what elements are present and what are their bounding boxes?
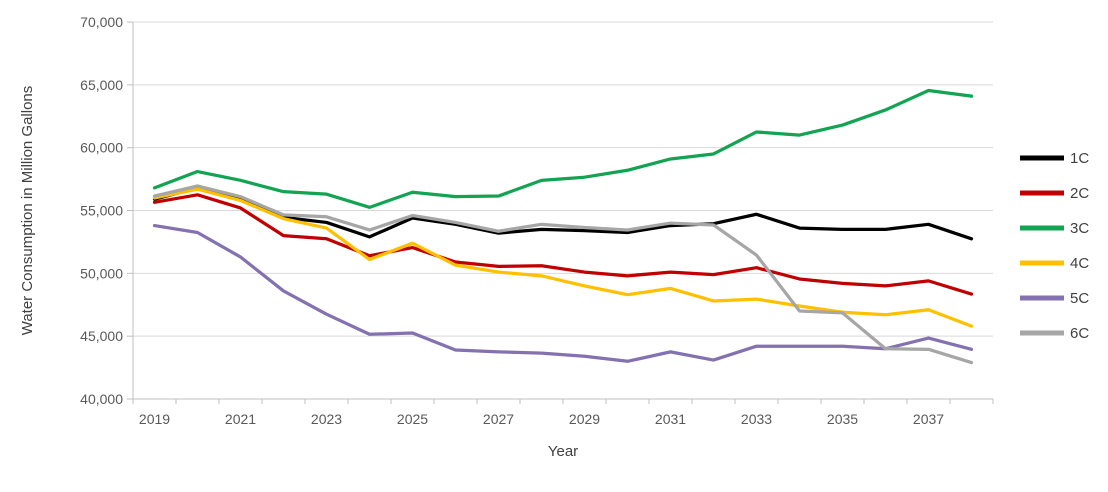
legend-label-4c: 4C xyxy=(1070,255,1089,272)
y-tick-label: 70,000 xyxy=(80,14,123,30)
x-tick-label: 2021 xyxy=(225,411,256,427)
x-tick-label: 2019 xyxy=(139,411,170,427)
legend-label-5c: 5C xyxy=(1070,290,1089,307)
x-tick-label: 2025 xyxy=(397,411,428,427)
legend-item: 5C xyxy=(1020,290,1089,307)
legend-item: 1C xyxy=(1020,150,1089,167)
series-line-4c xyxy=(152,187,974,328)
series-line-5c xyxy=(152,223,974,363)
legend-label-6c: 6C xyxy=(1070,325,1089,342)
x-tick-label: 2023 xyxy=(311,411,342,427)
legend-item: 2C xyxy=(1020,185,1089,202)
axes xyxy=(127,21,994,404)
x-tick-label: 2031 xyxy=(655,411,686,427)
series-lines xyxy=(152,88,974,365)
legend-label-1c: 1C xyxy=(1070,150,1089,167)
y-tick-label: 55,000 xyxy=(80,203,123,219)
series-line-2c xyxy=(152,193,974,296)
series-line-6c xyxy=(152,184,974,365)
x-tick-label: 2037 xyxy=(913,411,944,427)
y-tick-label: 40,000 xyxy=(80,391,123,407)
y-tick-label: 60,000 xyxy=(80,140,123,156)
series-line-3c xyxy=(152,88,974,209)
legend-item: 4C xyxy=(1020,255,1089,272)
legend-label-2c: 2C xyxy=(1070,185,1089,202)
legend-item: 3C xyxy=(1020,220,1089,237)
y-tick-label: 45,000 xyxy=(80,328,123,344)
y-tick-labels: 40,000 45,000 50,000 55,000 60,000 65,000 70,0… xyxy=(80,14,123,407)
x-tick-label: 2033 xyxy=(741,411,772,427)
legend-label-3c: 3C xyxy=(1070,220,1089,237)
y-tick-label: 50,000 xyxy=(80,265,123,281)
x-tick-labels: 2019 2021 2023 2025 2027 2029 2031 2033 2035 2037 xyxy=(139,411,944,427)
legend: 1C 2C 3C 4C 5C 6C xyxy=(1020,150,1089,342)
legend-item: 6C xyxy=(1020,325,1089,342)
x-tick-label: 2035 xyxy=(827,411,858,427)
x-axis-title: Year xyxy=(548,443,578,460)
y-axis-title: Water Consumption in Million Gallons xyxy=(19,86,36,336)
x-tick-label: 2027 xyxy=(483,411,514,427)
series-line-1c xyxy=(152,186,974,241)
x-tick-label: 2029 xyxy=(569,411,600,427)
y-tick-label: 65,000 xyxy=(80,77,123,93)
